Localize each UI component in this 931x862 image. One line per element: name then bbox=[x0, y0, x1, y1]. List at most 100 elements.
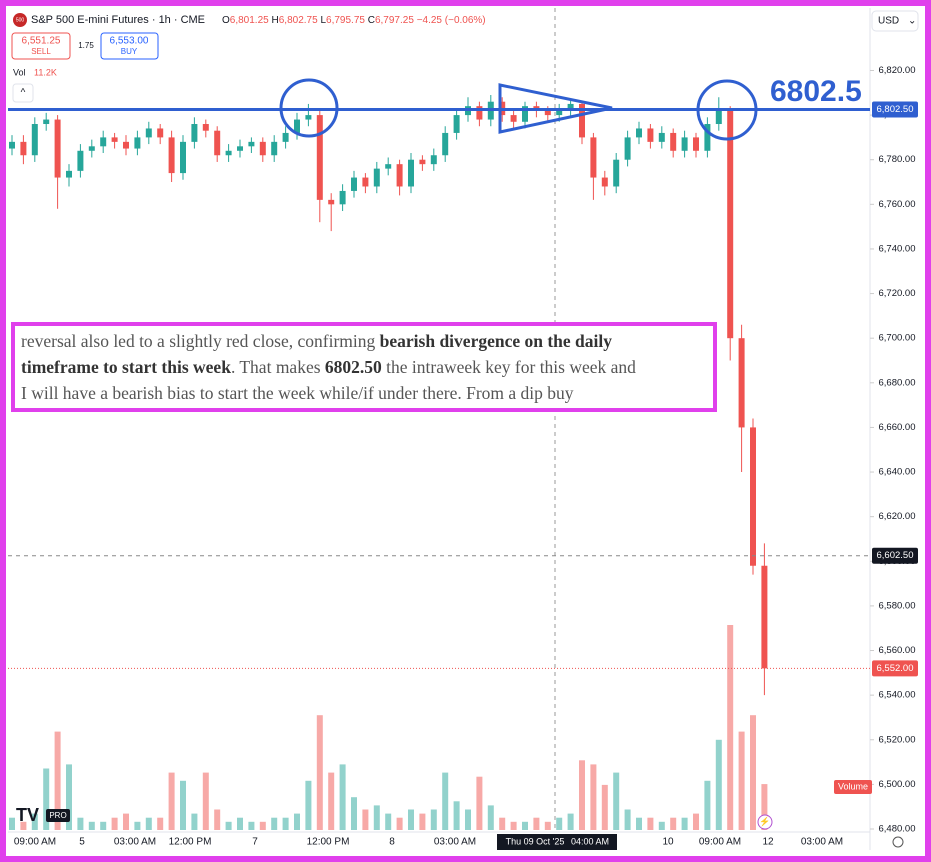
y-tick-label: 6,720.00 bbox=[879, 288, 916, 299]
candle-body bbox=[237, 146, 243, 151]
candle-body bbox=[385, 164, 392, 169]
candle-body bbox=[214, 130, 221, 156]
volume-bar bbox=[396, 817, 403, 830]
sell-price[interactable]: 6,551.25 bbox=[22, 36, 61, 47]
candle-body bbox=[339, 190, 346, 205]
candle-body bbox=[442, 132, 449, 156]
highlight-circle bbox=[279, 78, 339, 138]
volume-bar bbox=[157, 817, 164, 830]
ohlc-letter: H bbox=[272, 15, 279, 26]
sell-label[interactable]: SELL bbox=[31, 47, 51, 56]
vol-label: Vol bbox=[13, 67, 26, 77]
candle-body bbox=[544, 110, 551, 116]
y-tick-label: 6,660.00 bbox=[879, 422, 916, 433]
x-tick-label: 03:00 AM bbox=[801, 837, 843, 848]
spread: 1.75 bbox=[78, 41, 94, 50]
event-icon-glyph[interactable]: ⚡ bbox=[759, 815, 770, 827]
volume-bar bbox=[180, 780, 186, 830]
volume-bar bbox=[54, 731, 61, 830]
y-tick-label: 6,760.00 bbox=[879, 199, 916, 210]
volume-bar bbox=[556, 817, 563, 830]
candle-body bbox=[248, 141, 255, 147]
volume-bar bbox=[202, 772, 209, 830]
annotation-text: . That makes bbox=[230, 357, 325, 377]
x-tick-label: 03:00 AM bbox=[434, 837, 476, 848]
buy-label[interactable]: BUY bbox=[121, 47, 138, 56]
candle-body bbox=[556, 110, 563, 116]
candle-body bbox=[316, 115, 323, 200]
candle-body bbox=[590, 137, 597, 178]
volume-bar bbox=[305, 780, 312, 830]
candle-body bbox=[88, 146, 95, 151]
crosshair-time-tag bbox=[497, 834, 617, 850]
candle-body bbox=[145, 128, 152, 138]
volume-bar bbox=[453, 801, 460, 830]
volume-bar bbox=[88, 821, 95, 830]
volume-bar bbox=[476, 776, 483, 830]
x-tick-label: 12 bbox=[762, 837, 774, 848]
tv-logo: TV bbox=[16, 805, 39, 825]
volume-bar bbox=[31, 813, 38, 830]
price-tag-label: 6,802.50 bbox=[877, 104, 914, 115]
annotation-text: the intraweek key for this week and bbox=[381, 357, 636, 377]
volume-bar bbox=[259, 821, 266, 830]
candle-body bbox=[43, 119, 50, 125]
buy-price[interactable]: 6,553.00 bbox=[110, 36, 149, 47]
candle-body bbox=[567, 103, 574, 111]
candle-body bbox=[396, 164, 403, 187]
y-tick-label: 6,640.00 bbox=[879, 467, 916, 478]
candle-body bbox=[681, 137, 688, 151]
volume-bar bbox=[191, 813, 198, 830]
collapse-button[interactable] bbox=[12, 83, 34, 103]
candle-body bbox=[31, 124, 38, 156]
volume-bar bbox=[704, 780, 711, 830]
volume-bar bbox=[487, 805, 494, 830]
collapse-icon[interactable]: ^ bbox=[21, 88, 26, 99]
volume-bar bbox=[316, 715, 323, 830]
volume-bar bbox=[670, 817, 677, 830]
currency[interactable]: USD bbox=[878, 16, 899, 27]
y-tick-label: 6,580.00 bbox=[879, 600, 916, 611]
candle-body bbox=[750, 427, 756, 566]
candle-body bbox=[259, 141, 266, 156]
settings-icon[interactable] bbox=[892, 836, 904, 848]
crosshair-time: 04:00 AM bbox=[571, 836, 609, 846]
volume-bar bbox=[522, 821, 528, 830]
currency-button[interactable] bbox=[871, 10, 919, 32]
candle-body bbox=[271, 141, 278, 156]
price-tag-label: 6,602.50 bbox=[877, 550, 914, 561]
candle-body bbox=[408, 159, 414, 187]
volume-bar bbox=[77, 817, 84, 830]
candle-body bbox=[579, 103, 585, 138]
candle-body bbox=[100, 137, 107, 147]
volume-bar bbox=[385, 813, 392, 830]
volume-tag bbox=[834, 780, 872, 794]
annotation-text: 6802.50 bbox=[324, 357, 382, 377]
candle-body bbox=[522, 106, 528, 122]
price-tag-label: 6,552.00 bbox=[877, 663, 914, 674]
annotation-box: reversal also led to a slightly red clos… bbox=[11, 322, 717, 412]
symbol-icon-text: 500 bbox=[16, 17, 25, 23]
annotation-line: I will have a bearish bias to start the … bbox=[21, 380, 707, 406]
event-icon[interactable] bbox=[757, 814, 773, 830]
volume-bar bbox=[351, 797, 357, 830]
volume-bar bbox=[499, 817, 506, 830]
candle-body bbox=[168, 137, 175, 174]
x-tick-label: 12:00 PM bbox=[169, 837, 212, 848]
y-tick-label: 6,780.00 bbox=[879, 154, 916, 165]
ohlc: O6,801.25 H6,802.75 L6,795.75 C6,797.25 … bbox=[222, 15, 486, 26]
buy-button[interactable] bbox=[100, 32, 159, 60]
volume-bar bbox=[373, 805, 380, 830]
sell-button[interactable] bbox=[11, 32, 71, 60]
y-tick-label: 6,480.00 bbox=[879, 824, 916, 835]
ohlc-letter: C bbox=[368, 15, 375, 26]
volume-bar bbox=[9, 817, 15, 830]
candle-body bbox=[715, 110, 722, 125]
volume-bar bbox=[544, 821, 551, 830]
volume-bar bbox=[123, 813, 129, 830]
candle-body bbox=[351, 177, 357, 191]
candle-body bbox=[9, 141, 15, 149]
volume-bar bbox=[430, 809, 437, 830]
